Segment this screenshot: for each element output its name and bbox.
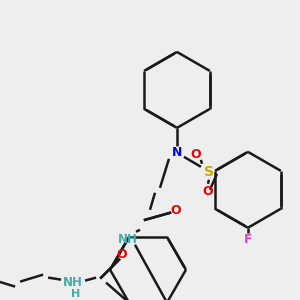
- Text: F: F: [244, 233, 252, 246]
- Text: O: O: [202, 185, 213, 198]
- Text: NH: NH: [63, 276, 83, 289]
- Text: O: O: [190, 148, 201, 161]
- Text: N: N: [172, 146, 182, 159]
- Text: O: O: [117, 248, 127, 261]
- Text: NH: NH: [118, 233, 138, 246]
- Text: O: O: [171, 204, 181, 217]
- Text: H: H: [71, 289, 81, 298]
- Text: S: S: [204, 165, 214, 179]
